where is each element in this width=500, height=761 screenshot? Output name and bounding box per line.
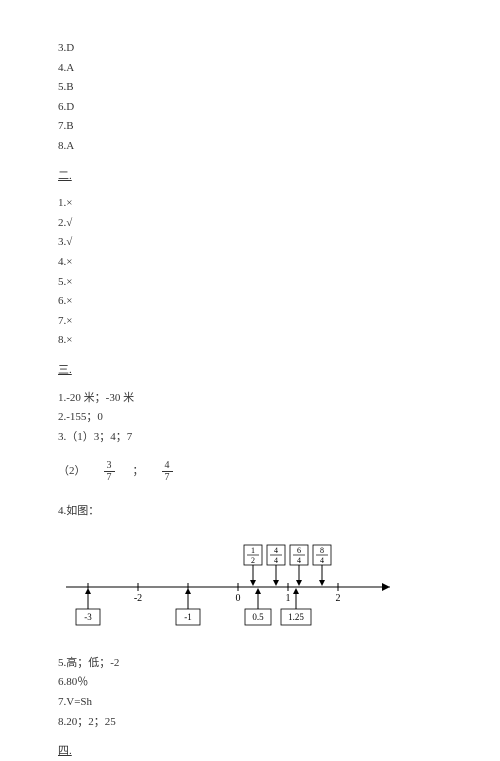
- svg-text:6: 6: [297, 546, 301, 555]
- svg-text:1: 1: [251, 546, 255, 555]
- fraction-2-den: 7: [162, 472, 173, 483]
- answer-row: 3.√: [58, 234, 442, 252]
- svg-text:2: 2: [251, 556, 255, 565]
- section-1-answers: 3.D 4.A5.B 6.D7.B 8.A: [58, 40, 442, 156]
- fraction-1: 3 7: [104, 460, 115, 483]
- svg-text:8: 8: [320, 546, 324, 555]
- svg-text:4: 4: [274, 556, 278, 565]
- heading-2: 二.: [58, 168, 442, 186]
- answer-row: 1.×: [58, 195, 442, 213]
- answer-row: 5.B: [58, 79, 442, 97]
- q3-7: 7.V=Sh: [58, 694, 442, 712]
- answer-row: 6.×: [58, 293, 442, 311]
- svg-text:0: 0: [236, 593, 241, 604]
- answer-row: 4.×: [58, 254, 442, 272]
- section-2-answers: 1.× 2.√3.√ 4.× 5.×6.× 7.×8.×: [58, 195, 442, 350]
- q3-4: 4.如图：: [58, 503, 442, 521]
- answer-row: 8.×: [58, 332, 442, 350]
- q3-sub2: （2） 3 7 ； 4 7: [58, 460, 442, 483]
- answer-row: 7.B: [58, 118, 442, 136]
- q3-sub2-label: （2）: [58, 463, 86, 481]
- svg-text:-2: -2: [134, 593, 142, 604]
- svg-text:-1: -1: [184, 612, 192, 622]
- answer-row: 8.A: [58, 138, 442, 156]
- fraction-2: 4 7: [162, 460, 173, 483]
- q3-1: 1.-20 米；-30 米: [58, 390, 442, 408]
- fraction-1-num: 3: [104, 460, 115, 472]
- number-line-svg: -201212446484-3-10.51.25: [58, 527, 398, 637]
- svg-text:1.25: 1.25: [288, 612, 304, 622]
- q3-8: 8.20；2；25: [58, 714, 442, 732]
- fraction-sep: ；: [133, 463, 144, 481]
- answer-row: 4.A: [58, 60, 442, 78]
- q3-3: 3.（1）3；4；7: [58, 429, 442, 447]
- answer-row: 7.×: [58, 313, 442, 331]
- svg-text:-3: -3: [84, 612, 92, 622]
- answer-row: 6.D: [58, 99, 442, 117]
- answer-row: 3.D: [58, 40, 442, 58]
- svg-text:4: 4: [274, 546, 278, 555]
- svg-text:2: 2: [336, 593, 341, 604]
- svg-text:4: 4: [297, 556, 301, 565]
- fraction-2-num: 4: [162, 460, 173, 472]
- fraction-1-den: 7: [104, 472, 115, 483]
- svg-text:4: 4: [320, 556, 324, 565]
- heading-4: 四.: [58, 743, 442, 761]
- number-line-figure: -201212446484-3-10.51.25: [58, 527, 442, 637]
- svg-text:1: 1: [286, 593, 291, 604]
- answer-row: 5.×: [58, 274, 442, 292]
- answer-row: 2.√: [58, 215, 442, 233]
- svg-text:0.5: 0.5: [252, 612, 264, 622]
- q3-2: 2.-155；0: [58, 409, 442, 427]
- q3-6: 6.80％: [58, 674, 442, 692]
- heading-3: 三.: [58, 362, 442, 380]
- q3-5: 5.高；低；-2: [58, 655, 442, 673]
